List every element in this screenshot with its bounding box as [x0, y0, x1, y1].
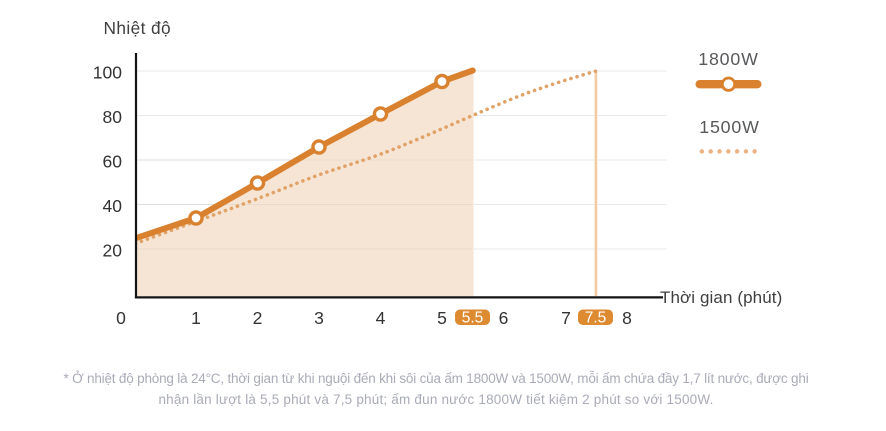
svg-text:5: 5 [437, 308, 447, 328]
svg-text:1800W: 1800W [698, 49, 759, 69]
svg-text:1500W: 1500W [699, 117, 760, 137]
svg-text:60: 60 [103, 152, 123, 172]
svg-text:1: 1 [191, 308, 201, 328]
svg-text:3: 3 [314, 308, 324, 328]
svg-text:2: 2 [253, 308, 263, 328]
svg-text:Nhiệt độ: Nhiệt độ [104, 18, 172, 38]
svg-text:5.5: 5.5 [462, 310, 484, 327]
svg-text:7.5: 7.5 [585, 310, 607, 327]
svg-text:6: 6 [499, 308, 509, 328]
svg-text:7: 7 [561, 308, 571, 328]
svg-text:0: 0 [116, 308, 126, 328]
svg-text:Thời gian (phút): Thời gian (phút) [660, 288, 782, 307]
svg-text:80: 80 [103, 107, 123, 127]
svg-text:20: 20 [103, 241, 123, 261]
svg-text:4: 4 [376, 308, 386, 328]
svg-text:100: 100 [93, 63, 122, 83]
svg-text:8: 8 [622, 308, 632, 328]
svg-text:40: 40 [103, 196, 123, 216]
